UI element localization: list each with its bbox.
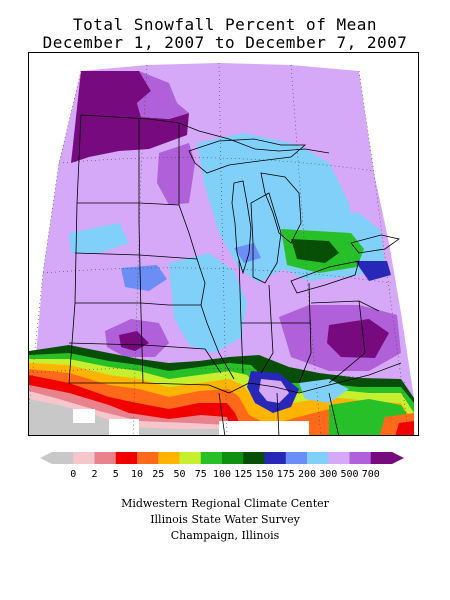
legend-label: 100 [213, 469, 231, 480]
region-lightblue-south-east [299, 379, 349, 403]
band-gray [29, 399, 221, 435]
legend-arrow-right [392, 452, 404, 464]
legend-swatch [328, 452, 350, 464]
band-east-red [395, 421, 414, 435]
region-lilac-northwest [137, 71, 189, 119]
legend-arrow-left [40, 452, 52, 464]
lake-superior [188, 138, 307, 174]
legend-label: 700 [362, 469, 380, 480]
snowfall-map-canvas [29, 62, 414, 435]
region-lilac-mn [157, 143, 195, 205]
credit-center: Midwestern Regional Climate Center [121, 497, 329, 510]
snowfall-map [28, 52, 419, 436]
legend-label: 150 [255, 469, 273, 480]
legend: 0 2 5 10 25 50 75 100 125 150 175 200 300 500 700 [40, 452, 404, 480]
region-darkpurple-ohio [327, 319, 389, 358]
lake-ontario [350, 234, 400, 254]
legend-label: 10 [131, 469, 143, 480]
legend-label: 2 [91, 469, 97, 480]
region-lightblue-central [169, 253, 247, 353]
region-blue-iowa [121, 265, 167, 291]
region-darkgreen-michigan [291, 239, 339, 263]
map-title: Total Snowfall Percent of Mean [73, 15, 377, 34]
legend-swatch [222, 452, 244, 464]
white-gap-1 [73, 409, 95, 423]
legend-swatch [200, 452, 223, 464]
legend-label: 5 [113, 469, 119, 480]
region-lightblue-west [69, 223, 129, 253]
legend-label: 175 [277, 469, 295, 480]
legend-swatch [52, 452, 74, 464]
region-purple-northwest [71, 71, 189, 163]
legend-swatch [349, 452, 372, 464]
legend-swatch [94, 452, 117, 464]
white-gap-3 [219, 421, 309, 435]
region-blue-east [355, 261, 391, 281]
legend-label: 0 [70, 469, 76, 480]
legend-swatch [243, 452, 265, 464]
legend-label: 500 [340, 469, 358, 480]
legend-label: 300 [319, 469, 337, 480]
graticule [29, 62, 410, 435]
lake-huron [260, 172, 302, 244]
legend-swatch [264, 452, 287, 464]
credit-survey: Illinois State Water Survey [150, 513, 300, 526]
white-gap-2 [109, 419, 139, 435]
legend-swatch [179, 452, 202, 464]
map-date-range: December 1, 2007 to December 7, 2007 [42, 33, 408, 52]
michigan-lower [250, 192, 282, 284]
legend-swatch [73, 452, 95, 464]
legend-label: 75 [195, 469, 207, 480]
region-blue-wi [234, 243, 261, 263]
legend-swatch [370, 452, 393, 464]
credit-location: Champaign, Illinois [170, 529, 280, 542]
lake-erie [290, 260, 360, 294]
legend-swatch [158, 452, 180, 464]
southern-borders [69, 362, 402, 435]
legend-swatch [115, 452, 138, 464]
legend-label: 200 [298, 469, 316, 480]
boundaries [68, 114, 380, 386]
legend-swatch [285, 452, 308, 464]
lake-michigan [231, 180, 252, 275]
region-lilac-south-loop [259, 379, 289, 403]
legend-label: 50 [173, 469, 185, 480]
legend-swatch [307, 452, 329, 464]
legend-label: 125 [234, 469, 252, 480]
legend-label: 25 [152, 469, 164, 480]
legend-swatch [137, 452, 159, 464]
great-lakes [188, 138, 400, 294]
